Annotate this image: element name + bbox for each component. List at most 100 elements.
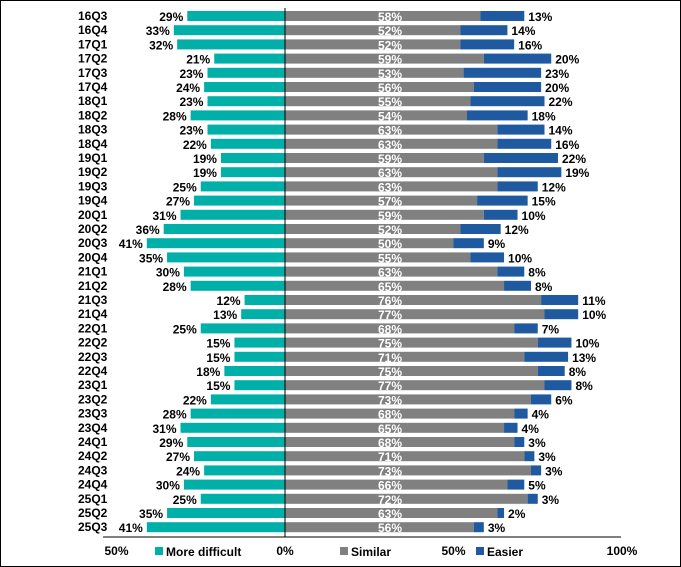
bar-easier xyxy=(460,25,508,36)
bar-more-difficult xyxy=(234,351,285,362)
label-easier: 8% xyxy=(575,379,593,393)
label-similar: 63% xyxy=(378,507,402,521)
label-similar: 54% xyxy=(378,109,402,123)
label-easier: 10% xyxy=(575,337,599,351)
bar-easier xyxy=(497,266,525,277)
label-more-difficult: 31% xyxy=(152,422,176,436)
category-label: 17Q4 xyxy=(78,80,108,94)
bar-easier xyxy=(470,96,545,107)
bar-more-difficult xyxy=(210,394,285,405)
bar-similar xyxy=(285,11,481,21)
bar-similar xyxy=(285,82,474,92)
legend-swatch xyxy=(340,547,348,555)
label-more-difficult: 22% xyxy=(183,138,207,152)
bar-similar xyxy=(285,295,542,305)
bar-similar xyxy=(285,351,525,362)
label-similar: 77% xyxy=(378,308,402,322)
bar-more-difficult xyxy=(207,67,285,78)
label-similar: 76% xyxy=(378,294,402,308)
x-tick-label: 100% xyxy=(607,544,638,558)
category-label: 22Q1 xyxy=(78,321,108,335)
bar-easier xyxy=(527,493,538,504)
label-easier: 20% xyxy=(555,53,579,67)
bar-more-difficult xyxy=(244,295,285,305)
label-similar: 63% xyxy=(378,166,402,180)
label-easier: 4% xyxy=(532,408,550,422)
bar-easier xyxy=(531,394,552,405)
label-more-difficult: 27% xyxy=(166,195,190,209)
bar-easier xyxy=(544,309,579,320)
label-more-difficult: 30% xyxy=(156,266,180,280)
label-more-difficult: 31% xyxy=(152,209,176,223)
bar-more-difficult xyxy=(204,465,285,476)
bar-more-difficult xyxy=(177,39,285,50)
bar-more-difficult xyxy=(146,238,285,249)
label-more-difficult: 24% xyxy=(176,464,200,478)
category-label: 23Q1 xyxy=(78,378,108,392)
label-easier: 23% xyxy=(545,67,569,81)
bar-more-difficult xyxy=(241,309,285,320)
bar-easier xyxy=(483,209,518,220)
bar-more-difficult xyxy=(194,451,285,462)
category-label: 16Q3 xyxy=(78,9,108,23)
label-similar: 52% xyxy=(378,223,402,237)
label-easier: 10% xyxy=(522,209,546,223)
bar-similar xyxy=(285,252,471,263)
x-tick-label: 0% xyxy=(276,544,294,558)
label-similar: 71% xyxy=(378,450,402,464)
bar-easier xyxy=(473,82,542,92)
label-easier: 2% xyxy=(508,507,526,521)
label-similar: 58% xyxy=(378,10,402,24)
bar-more-difficult xyxy=(167,508,285,518)
category-label: 20Q1 xyxy=(78,208,108,222)
category-label: 24Q4 xyxy=(78,478,108,492)
bar-similar xyxy=(285,408,515,419)
label-more-difficult: 28% xyxy=(163,280,187,294)
label-similar: 66% xyxy=(378,479,402,493)
bar-similar xyxy=(285,323,515,334)
bar-more-difficult xyxy=(200,493,285,504)
label-more-difficult: 32% xyxy=(149,38,173,52)
label-similar: 73% xyxy=(378,464,402,478)
bar-more-difficult xyxy=(234,337,285,348)
label-more-difficult: 18% xyxy=(196,365,220,379)
category-label: 20Q2 xyxy=(78,222,108,236)
category-label: 18Q3 xyxy=(78,123,108,137)
category-label: 25Q2 xyxy=(78,506,108,520)
category-label: 19Q4 xyxy=(78,194,108,208)
label-more-difficult: 36% xyxy=(136,223,160,237)
label-similar: 68% xyxy=(378,408,402,422)
label-more-difficult: 15% xyxy=(206,337,230,351)
label-similar: 52% xyxy=(378,24,402,38)
bar-more-difficult xyxy=(220,153,285,163)
label-easier: 8% xyxy=(528,266,546,280)
bar-more-difficult xyxy=(224,366,285,376)
bar-more-difficult xyxy=(207,124,285,135)
label-similar: 59% xyxy=(378,209,402,223)
bar-easier xyxy=(504,422,518,433)
label-easier: 3% xyxy=(488,521,506,535)
label-easier: 16% xyxy=(518,38,542,52)
category-label: 19Q1 xyxy=(78,151,108,165)
bar-easier xyxy=(537,337,572,348)
category-label: 16Q4 xyxy=(78,23,108,37)
label-easier: 3% xyxy=(545,464,563,478)
label-similar: 77% xyxy=(378,379,402,393)
label-similar: 57% xyxy=(378,195,402,209)
bar-similar xyxy=(285,366,538,376)
bar-similar xyxy=(285,508,498,518)
category-label: 20Q4 xyxy=(78,250,108,264)
bar-more-difficult xyxy=(204,82,285,92)
bar-similar xyxy=(285,266,498,277)
bar-similar xyxy=(285,67,464,78)
bar-similar xyxy=(285,451,525,462)
label-more-difficult: 25% xyxy=(173,322,197,336)
bar-more-difficult xyxy=(194,195,285,206)
bar-easier xyxy=(514,408,528,419)
legend-swatch xyxy=(155,547,163,555)
category-label: 19Q2 xyxy=(78,165,108,179)
label-easier: 20% xyxy=(545,81,569,95)
label-more-difficult: 41% xyxy=(119,521,143,535)
label-similar: 59% xyxy=(378,53,402,67)
label-similar: 59% xyxy=(378,152,402,166)
